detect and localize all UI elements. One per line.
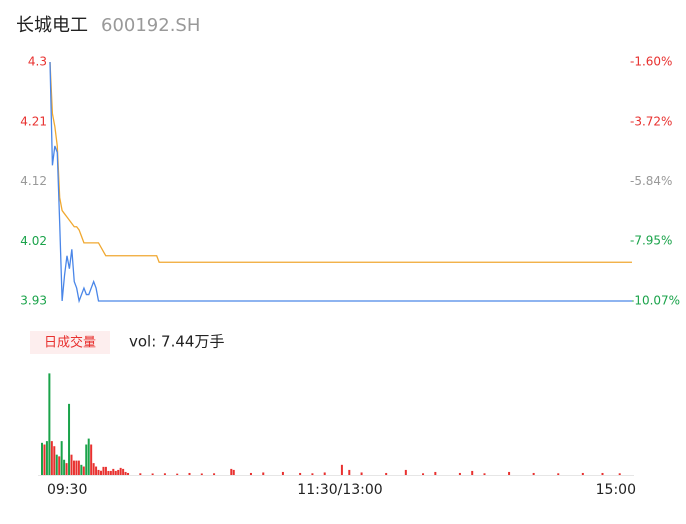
volume-bar (90, 444, 93, 475)
y-tick-label: 4.02 (20, 234, 47, 248)
volume-bar (348, 469, 351, 475)
volume-bar (63, 459, 66, 475)
volume-bar (532, 472, 535, 475)
volume-bar (104, 466, 107, 475)
volume-bar (75, 460, 78, 475)
volume-bar (299, 472, 302, 475)
volume-bar (109, 470, 112, 475)
volume-bar (249, 472, 252, 475)
volume-bar (139, 473, 142, 475)
volume-bar (422, 473, 425, 475)
y-tick-label: 3.93 (20, 294, 47, 308)
x-tick-label: 09:30 (47, 482, 87, 498)
volume-bar (50, 441, 53, 475)
volume-label: 日成交量 (44, 335, 96, 351)
volume-bar (188, 472, 191, 475)
volume-bar (60, 441, 63, 475)
price-line (49, 61, 632, 263)
volume-bar (508, 471, 511, 475)
volume-bar (77, 460, 80, 475)
volume-bar (122, 468, 125, 475)
y-tick-label: 4.21 (20, 114, 47, 128)
volume-total: vol: 7.44万手 (129, 333, 224, 351)
volume-bar (112, 468, 115, 475)
volume-bar (45, 441, 48, 475)
volume-bar (68, 403, 71, 475)
volume-bar (87, 438, 90, 475)
volume-bar (55, 454, 58, 475)
volume-bar (230, 468, 233, 475)
volume-bar (114, 470, 117, 475)
volume-bar (581, 472, 584, 475)
volume-bar (483, 473, 486, 475)
volume-bar (82, 466, 85, 475)
volume-bar (70, 454, 73, 475)
volume-bar (95, 466, 98, 475)
volume-bar (48, 373, 51, 475)
volume-bar (232, 469, 235, 475)
volume-bar (41, 442, 43, 475)
volume-bar (385, 472, 388, 475)
x-tick-label: 15:00 (596, 482, 636, 498)
volume-bar (43, 444, 46, 475)
volume-bar (163, 473, 166, 475)
volume-bar (102, 466, 105, 475)
volume-bar (323, 472, 326, 475)
y2-tick-label: -7.95% (630, 234, 672, 248)
volume-bar (618, 473, 621, 475)
volume-bar (281, 471, 284, 475)
volume-bar (124, 471, 127, 475)
y2-tick-label: -5.84% (630, 174, 672, 188)
label-box (30, 331, 110, 354)
stock-code: 600192.SH (101, 15, 200, 36)
y-tick-label: 4.3 (28, 55, 47, 69)
volume-bar (404, 469, 407, 475)
volume-bar (100, 470, 102, 475)
volume-bar (58, 456, 61, 475)
price-line (49, 61, 632, 304)
volume-bar (127, 472, 130, 475)
volume-bar (85, 444, 88, 475)
y2-tick-label: -3.72% (630, 114, 672, 128)
volume-bar (311, 473, 314, 475)
volume-bar (80, 464, 83, 475)
volume-bar (72, 460, 75, 475)
volume-bar (65, 463, 68, 475)
volume-bar (262, 472, 265, 475)
volume-bar (557, 473, 560, 475)
volume-bar (97, 469, 100, 475)
y-tick-label: 4.12 (20, 174, 47, 188)
stock-name: 长城电工 (16, 15, 88, 36)
volume-bar (434, 471, 437, 475)
volume-bar (360, 472, 363, 475)
volume-bar (471, 470, 474, 475)
y2-tick-label: -10.07% (630, 294, 680, 308)
volume-bar (213, 473, 216, 475)
volume-bar (117, 469, 120, 475)
y2-tick-label: -1.60% (630, 55, 672, 69)
volume-bar (151, 473, 154, 475)
volume-bar (107, 470, 110, 475)
volume-bar (340, 464, 343, 475)
volume-bar (200, 473, 203, 475)
volume-bar (601, 472, 604, 475)
volume-bar (176, 473, 179, 475)
volume-bar (92, 463, 95, 475)
volume-bar (119, 467, 122, 475)
volume-bar (458, 472, 461, 475)
volume-bar (53, 446, 56, 475)
x-tick-label: 11:30/13:00 (297, 482, 382, 498)
